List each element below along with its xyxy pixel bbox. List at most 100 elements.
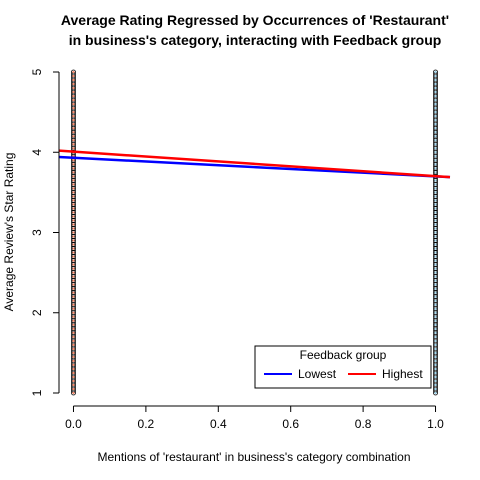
- scatter-point-fill: [72, 231, 75, 234]
- scatter-point-fill: [434, 319, 437, 322]
- x-tick-label: 0.2: [138, 417, 155, 431]
- scatter-point-fill: [434, 243, 437, 246]
- scatter-point-fill: [72, 94, 75, 98]
- scatter-point-fill: [434, 355, 437, 358]
- scatter-point-fill: [434, 299, 437, 302]
- scatter-point-fill: [72, 355, 75, 358]
- scatter-point-fill: [434, 70, 437, 74]
- x-axis-ticks: 0.0 0.2 0.4 0.6 0.8 1.0: [65, 406, 444, 431]
- scatter-point-fill: [72, 235, 75, 238]
- scatter-point-fill: [72, 70, 75, 74]
- scatter-point-fill: [434, 367, 437, 371]
- scatter-point-fill: [434, 135, 437, 138]
- scatter-point-fill: [72, 255, 75, 258]
- scatter-point-fill: [434, 211, 437, 214]
- scatter-point-fill: [434, 223, 437, 226]
- scatter-point-fill: [434, 283, 437, 286]
- scatter-point-fill: [434, 78, 437, 82]
- scatter-point-fill: [72, 383, 75, 387]
- scatter-point-fill: [434, 267, 437, 270]
- scatter-point-fill: [434, 82, 437, 86]
- scatter-point-fill: [72, 187, 75, 190]
- scatter-point-fill: [72, 359, 75, 362]
- legend: Feedback group Lowest Highest: [254, 345, 432, 389]
- scatter-point-fill: [72, 139, 75, 142]
- scatter-point-fill: [434, 151, 437, 154]
- y-axis-label: Average Review's Star Rating: [2, 153, 16, 312]
- scatter-point-fill: [434, 331, 437, 334]
- scatter-point-fill: [434, 231, 437, 234]
- y-tick-label: 5: [30, 68, 44, 75]
- scatter-point-fill: [434, 159, 437, 162]
- scatter-point-fill: [434, 383, 437, 387]
- scatter-point-fill: [434, 111, 437, 114]
- scatter-point-fill: [72, 219, 75, 222]
- scatter-point-fill: [434, 199, 437, 202]
- scatter-point-fill: [72, 287, 75, 290]
- scatter-point-fill: [434, 143, 437, 146]
- scatter-point-fill: [434, 94, 437, 98]
- scatter-point-fill: [72, 343, 75, 346]
- scatter-point-fill: [72, 82, 75, 86]
- scatter-point-fill: [72, 78, 75, 82]
- scatter-point-fill: [72, 143, 75, 146]
- scatter-point-fill: [72, 123, 75, 126]
- scatter-point-fill: [434, 271, 437, 274]
- scatter-point-fill: [72, 167, 75, 170]
- scatter-point-fill: [72, 331, 75, 334]
- scatter-point-fill: [72, 363, 75, 367]
- scatter-point-fill: [72, 299, 75, 302]
- scatter-point: [433, 69, 438, 75]
- scatter-point-fill: [434, 167, 437, 170]
- x-tick-label: 0.4: [210, 417, 227, 431]
- scatter-point-fill: [72, 191, 75, 194]
- scatter-point-fill: [434, 207, 437, 210]
- scatter-point-fill: [434, 375, 437, 379]
- scatter-point-fill: [434, 98, 437, 102]
- scatter-point-fill: [72, 111, 75, 114]
- scatter-point-fill: [72, 283, 75, 286]
- regression-line-highest: [58, 149, 451, 179]
- scatter-point-fill: [434, 195, 437, 198]
- scatter-point-fill: [72, 215, 75, 218]
- scatter-point-fill: [434, 287, 437, 290]
- chart-title-line-1: Average Rating Regressed by Occurrences …: [61, 12, 449, 28]
- scatter-point-fill: [434, 311, 437, 314]
- scatter-point-fill: [72, 319, 75, 322]
- scatter-point-fill: [434, 279, 437, 282]
- scatter-point-fill: [434, 163, 437, 166]
- scatter-point-fill: [434, 74, 437, 78]
- scatter-point-fill: [434, 275, 437, 278]
- scatter-point-fill: [72, 107, 75, 110]
- scatter-point-fill: [72, 103, 75, 106]
- scatter-point-fill: [434, 187, 437, 190]
- scatter-point-fill: [434, 291, 437, 294]
- scatter-point-fill: [434, 347, 437, 350]
- scatter-point-fill: [434, 323, 437, 326]
- y-axis-ticks: 1 2 3 4 5: [30, 68, 59, 396]
- scatter-point-fill: [72, 203, 75, 206]
- scatter-point-fill: [434, 327, 437, 330]
- scatter-point-fill: [72, 251, 75, 254]
- scatter-point-fill: [434, 259, 437, 262]
- scatter-point-fill: [72, 259, 75, 262]
- scatter-point: [71, 69, 76, 75]
- scatter-points: [71, 69, 438, 396]
- scatter-point-fill: [72, 387, 75, 391]
- scatter-point-fill: [72, 90, 75, 94]
- scatter-point-fill: [72, 379, 75, 383]
- scatter-point-fill: [72, 391, 75, 395]
- scatter-point-fill: [72, 179, 75, 182]
- scatter-point-fill: [72, 163, 75, 166]
- scatter-point-fill: [72, 335, 75, 338]
- scatter-point-fill: [72, 127, 75, 130]
- scatter-point-fill: [434, 171, 437, 174]
- legend-label-highest: Highest: [382, 367, 423, 381]
- scatter-point-fill: [72, 295, 75, 298]
- scatter-point-fill: [72, 271, 75, 274]
- scatter-point-fill: [434, 247, 437, 250]
- scatter-point-fill: [434, 103, 437, 106]
- scatter-point-fill: [434, 371, 437, 375]
- chart-title-line-2: in business's category, interacting with…: [69, 32, 442, 48]
